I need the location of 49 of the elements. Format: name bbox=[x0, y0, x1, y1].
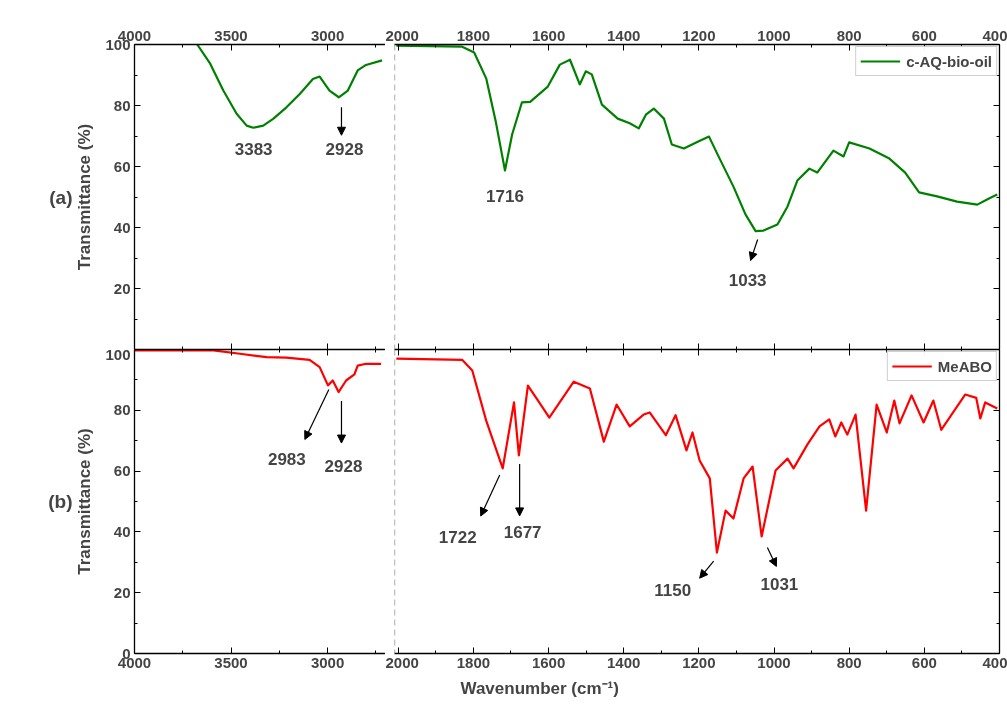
annotation: 3383 bbox=[234, 139, 273, 159]
x-tick-label: 800 bbox=[836, 653, 862, 671]
legend-label: MeABO bbox=[937, 357, 992, 375]
x-tick-label: 3000 bbox=[310, 653, 345, 671]
line-series bbox=[196, 44, 384, 129]
annotation: 1716 bbox=[486, 187, 524, 207]
x-tick-label: 400 bbox=[982, 653, 1007, 671]
x-tick-label: 3500 bbox=[214, 653, 248, 671]
annotation: 1677 bbox=[503, 522, 542, 542]
x-tick-label: 1000 bbox=[757, 26, 791, 44]
y-axis-title: Transmittance (%) bbox=[75, 428, 95, 575]
x-tick-label: 1200 bbox=[682, 653, 716, 671]
x-tick-label: 600 bbox=[911, 26, 937, 44]
y-tick-label: 60 bbox=[113, 462, 131, 480]
x-tick-label: 2000 bbox=[385, 26, 419, 44]
text: (a) bbox=[49, 186, 73, 208]
annotation: 1722 bbox=[438, 528, 477, 548]
x-tick-label: 1400 bbox=[607, 26, 641, 44]
x-tick-label: 1600 bbox=[531, 26, 566, 44]
x-tick-label: 2000 bbox=[385, 653, 419, 671]
y-tick-label: 40 bbox=[113, 218, 131, 236]
x-tick-label: 400 bbox=[982, 26, 1007, 44]
legend-label: c-AQ-bio-oil bbox=[906, 52, 992, 70]
y-axis-title: Transmittance (%) bbox=[75, 123, 95, 271]
annotation: 1150 bbox=[654, 581, 692, 601]
annotation: 1031 bbox=[760, 575, 799, 595]
x-tick-label: 3500 bbox=[214, 26, 248, 44]
y-tick-label: 80 bbox=[113, 401, 131, 419]
x-tick-label: 1800 bbox=[456, 26, 491, 44]
x-tick-label: 3000 bbox=[310, 26, 345, 44]
x-tick-label: 1000 bbox=[757, 653, 791, 671]
annotation: 2928 bbox=[325, 140, 364, 160]
x-axis-title: Wavenumber (cm⁻¹) bbox=[460, 678, 619, 698]
annotation: 2983 bbox=[267, 450, 306, 470]
y-tick-label: 100 bbox=[105, 345, 131, 363]
x-tick-label: 1600 bbox=[531, 653, 566, 671]
annotation: 2928 bbox=[324, 457, 363, 477]
x-tick-label: 1200 bbox=[682, 26, 716, 44]
y-tick-label: 20 bbox=[113, 279, 131, 297]
y-tick-label: 80 bbox=[113, 96, 131, 114]
x-tick-label: 1400 bbox=[607, 653, 641, 671]
annotation: 1033 bbox=[728, 270, 767, 290]
x-tick-label: 600 bbox=[911, 653, 937, 671]
y-tick-label: 20 bbox=[113, 583, 131, 601]
text: (b) bbox=[48, 491, 73, 512]
x-tick-label: 800 bbox=[836, 26, 862, 44]
y-tick-label: 60 bbox=[113, 157, 131, 175]
x-tick-label: 1800 bbox=[456, 653, 491, 671]
y-tick-label: 40 bbox=[113, 522, 131, 540]
